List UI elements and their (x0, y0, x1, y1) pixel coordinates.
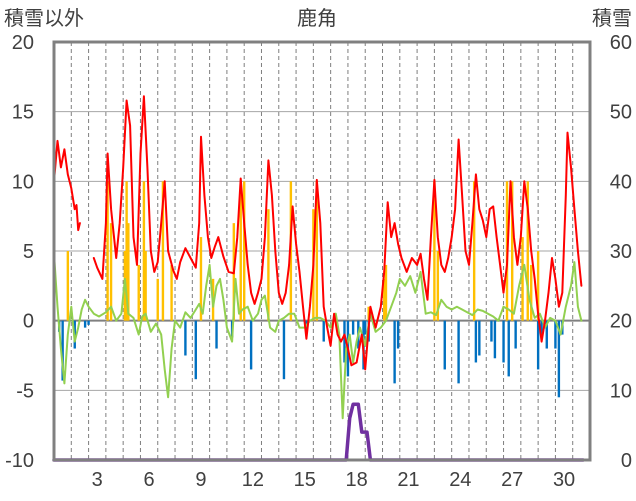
blue-bar (184, 320, 187, 356)
blue-bar (322, 320, 325, 342)
x-tick-label: 18 (345, 469, 367, 491)
right-tick-label: 40 (610, 171, 632, 193)
x-tick-label: 27 (501, 469, 523, 491)
yellow-bar (472, 181, 476, 321)
yellow-bar (384, 264, 388, 321)
x-tick-label: 6 (144, 469, 155, 491)
line-layer (52, 95, 585, 462)
blue-bar (61, 320, 64, 381)
yellow-bar (144, 251, 147, 321)
blue-bar (457, 320, 460, 384)
right-tick-label: 0 (621, 450, 632, 472)
x-tick-label: 12 (242, 469, 264, 491)
yellow-bar (161, 181, 165, 321)
yellow-bar (267, 209, 270, 321)
x-tick-label: 21 (397, 469, 419, 491)
blue-bar (554, 320, 557, 349)
blue-bar (87, 320, 90, 325)
blue-bar (393, 320, 396, 384)
yellow-bar (433, 181, 436, 321)
blue-bar (502, 320, 505, 363)
blue-bar (493, 320, 497, 359)
green-series-line (53, 252, 583, 420)
x-tick-label: 9 (195, 469, 206, 491)
left-tick-label: 15 (12, 102, 34, 124)
blue-bar (514, 320, 517, 349)
left-tick-label: 10 (12, 171, 34, 193)
yellow-bar (367, 306, 370, 321)
right-tick-label: 50 (610, 102, 632, 124)
x-tick-label: 30 (553, 469, 575, 491)
blue-bar (396, 320, 400, 349)
yellow-bar (536, 251, 540, 321)
right-axis-label: 積雪 (592, 7, 632, 30)
chart-title: 鹿角 (297, 7, 337, 30)
blue-bar (282, 320, 286, 380)
blue-bar (215, 320, 218, 349)
yellow-bar (66, 251, 70, 321)
yellow-bar (383, 278, 386, 321)
yellow-bar (156, 278, 159, 321)
blue-bar (536, 320, 540, 370)
plot-frame (52, 40, 592, 462)
yellow-bar (239, 181, 242, 321)
blue-bar (540, 320, 543, 335)
blue-bar (490, 320, 493, 342)
blue-bar (443, 320, 446, 370)
blue-bar (364, 320, 367, 335)
yellow-bar (137, 264, 140, 321)
blue-bar (343, 320, 346, 363)
left-tick-label: -10 (5, 450, 34, 472)
blue-bar (507, 320, 510, 377)
blue-bar (545, 320, 548, 349)
blue-bar (557, 320, 561, 398)
right-tick-label: 30 (610, 241, 632, 263)
yellow-bar (530, 264, 533, 321)
red-series-line (53, 95, 583, 371)
left-tick-label: 5 (23, 241, 34, 263)
yellow-bar (127, 223, 130, 321)
right-tick-label: 20 (610, 311, 632, 333)
left-tick-label: 0 (23, 311, 34, 333)
right-tick-label: 10 (610, 380, 632, 402)
blue-bar (474, 320, 478, 363)
blue-bar (249, 320, 253, 370)
x-tick-label: 15 (294, 469, 316, 491)
x-tick-label: 3 (92, 469, 103, 491)
yellow-bar (510, 181, 514, 321)
left-axis-label: 積雪以外 (4, 7, 84, 30)
x-tick-label: 24 (449, 469, 471, 491)
yellow-bar (242, 181, 246, 321)
yellow-bar (170, 264, 173, 321)
left-tick-label: -5 (16, 380, 34, 402)
blue-bar (478, 320, 481, 356)
left-tick-label: 20 (12, 32, 34, 54)
yellow-bar (109, 223, 113, 321)
blue-bar (194, 320, 197, 380)
yellow-bar (199, 237, 203, 321)
right-tick-label: 60 (610, 32, 632, 54)
yellow-bar (142, 181, 146, 321)
yellow-bar (436, 251, 440, 321)
yellow-bar (526, 181, 529, 321)
purple-series-line (52, 402, 585, 462)
blue-bar (351, 320, 355, 335)
yellow-bar (106, 181, 109, 321)
yellow-bar (521, 237, 524, 321)
blue-bar (83, 320, 87, 328)
yellow-bar (125, 181, 128, 321)
yellow-bar (315, 181, 319, 321)
